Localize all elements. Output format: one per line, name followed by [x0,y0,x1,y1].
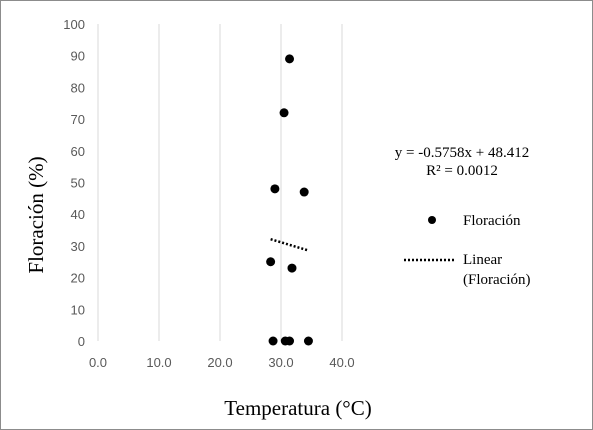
y-tick-label: 60 [71,144,85,159]
y-tick-label: 20 [71,271,85,286]
trendline-equation: y = -0.5758x + 48.412 [395,145,529,161]
data-points [266,54,313,346]
data-point [285,54,295,64]
trendline [270,237,309,252]
y-tick-label: 70 [71,112,85,127]
trendline-line [270,237,309,252]
x-tick-label: 10.0 [146,355,171,370]
grid-lines [97,24,343,341]
y-tick-label: 0 [78,334,85,349]
y-tick-label: 90 [71,49,85,64]
data-point [270,184,280,194]
x-tick-label: 30.0 [268,355,293,370]
y-tick-labels: 0 10 20 30 40 50 60 70 80 90 100 [63,17,85,349]
x-tick-label: 40.0 [329,355,354,370]
x-tick-labels: 0.0 10.0 20.0 30.0 40.0 [89,355,355,370]
data-point [287,263,297,273]
x-tick-label: 0.0 [89,355,107,370]
y-tick-label: 100 [63,17,85,32]
y-axis-title: Floración (%) [24,156,48,273]
trendline-r-squared: R² = 0.0012 [426,163,498,179]
data-point [279,108,289,118]
legend-label-floracion: Floración [463,213,521,229]
y-tick-label: 40 [71,207,85,222]
y-tick-label: 10 [71,302,85,317]
data-point [303,336,313,346]
data-point [268,336,278,346]
x-axis-title: Temperatura (°C) [224,396,371,420]
y-tick-label: 30 [71,239,85,254]
data-point [285,336,295,346]
y-tick-label: 50 [71,176,85,191]
data-point [266,257,276,267]
data-point [299,187,309,197]
y-tick-label: 80 [71,80,85,95]
legend-label-linear-line1: Linear [463,252,502,268]
legend-marker-floracion [428,216,436,224]
x-tick-label: 20.0 [207,355,232,370]
legend-label-linear-line2: (Floración) [463,272,530,288]
